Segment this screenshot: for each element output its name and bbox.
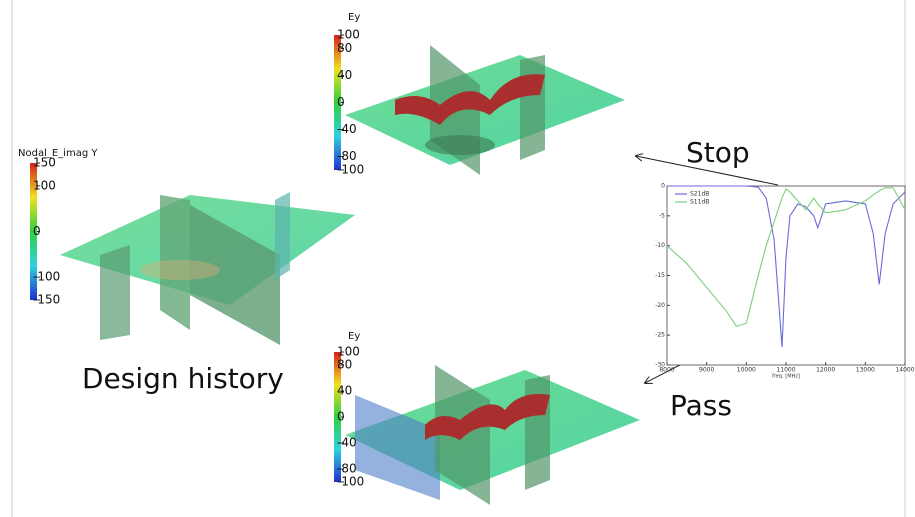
colorbar-tick-label: 100 xyxy=(337,28,360,42)
colorbar-title: Ey xyxy=(348,12,360,23)
colorbar-tick-label: -100 xyxy=(337,163,364,177)
stop-label: Stop xyxy=(686,136,750,169)
y-tick-label: -25 xyxy=(655,332,665,339)
colorbar-tick-label: 0 xyxy=(33,224,41,238)
y-tick-label: -20 xyxy=(655,302,665,309)
colorbar-title: Ey xyxy=(348,331,360,342)
field-model xyxy=(60,192,355,345)
colorbar-tick-label: -40 xyxy=(337,436,357,450)
colorbar-tick-label: 0 xyxy=(337,410,345,424)
colorbar-tick-label: -100 xyxy=(337,475,364,489)
colorbar-tick-label: -150 xyxy=(33,293,60,307)
legend-label: S11dB xyxy=(690,199,709,206)
x-tick-label: 10000 xyxy=(737,367,756,374)
x-axis-label: freq. [MHz] xyxy=(772,374,800,380)
x-tick-label: 11000 xyxy=(776,367,795,374)
colorbar-tick-label: -100 xyxy=(33,270,60,284)
x-tick-label: 14000 xyxy=(895,367,914,374)
plot-frame xyxy=(667,186,905,365)
field-model xyxy=(345,45,625,175)
pass-label: Pass xyxy=(670,389,732,422)
slide: Design history Stop Pass 0 -5 -10 -15 -20 -25… xyxy=(0,0,915,517)
colorbar-tick-label: 80 xyxy=(337,41,352,55)
colorbar-tick-label: 40 xyxy=(337,384,352,398)
colorbar-tick-label: -40 xyxy=(337,122,357,136)
y-tick-label: -5 xyxy=(659,212,665,219)
y-tick-label: -15 xyxy=(655,272,665,279)
x-tick-label: 12000 xyxy=(816,367,835,374)
legend-label: S21dB xyxy=(690,191,709,198)
field-model xyxy=(345,365,640,505)
x-tick-label: 8000 xyxy=(659,367,674,374)
colorbar-tick-label: 40 xyxy=(337,68,352,82)
x-tick-label: 9000 xyxy=(699,367,714,374)
caption: Design history xyxy=(82,362,284,395)
y-tick-label: -10 xyxy=(655,242,665,249)
colorbar-tick-label: 100 xyxy=(337,345,360,359)
y-tick-label: 0 xyxy=(661,183,665,190)
colorbar-tick-label: 80 xyxy=(337,358,352,372)
colorbar-tick-label: -80 xyxy=(337,462,357,476)
colorbar-title: Nodal_E_imag Y xyxy=(18,148,98,159)
colorbar-tick-label: 100 xyxy=(33,178,56,192)
colorbar-tick-label: 0 xyxy=(337,95,345,109)
colorbar-tick-label: 150 xyxy=(33,156,56,170)
x-tick-label: 13000 xyxy=(856,367,875,374)
colorbar-tick-label: -80 xyxy=(337,149,357,163)
